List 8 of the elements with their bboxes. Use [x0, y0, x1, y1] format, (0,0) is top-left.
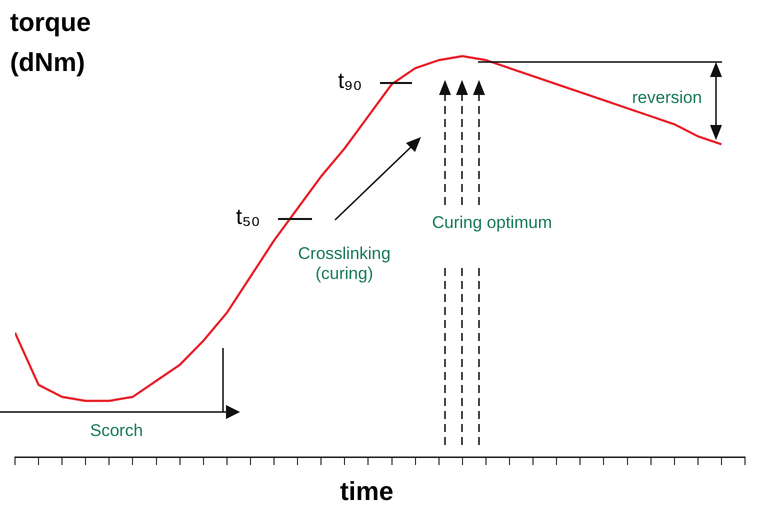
- annotation: Curing optimum: [432, 213, 552, 234]
- annotation: t₉₀: [338, 68, 362, 94]
- annotation: Crosslinking (curing): [298, 244, 391, 285]
- annotation: reversion: [632, 88, 702, 108]
- annotation: t₅₀: [236, 204, 260, 230]
- annotation: Scorch: [90, 421, 143, 442]
- x-axis-title: time: [340, 476, 394, 508]
- y-axis-title: torque (dNm): [10, 6, 91, 80]
